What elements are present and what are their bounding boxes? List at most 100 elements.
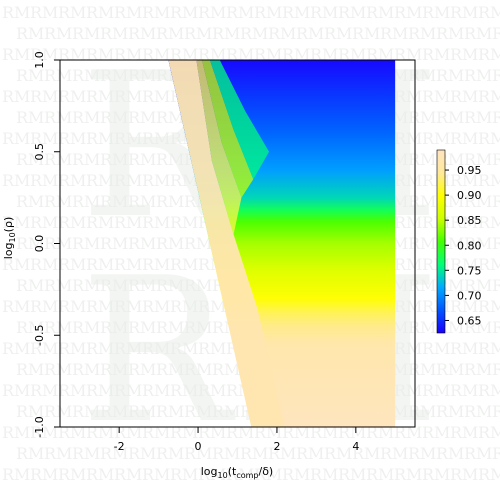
y-axis-label: log10(ρ) xyxy=(2,217,17,260)
watermark-mark: RM xyxy=(198,3,226,22)
colorbar: 0.65 0.70 0.75 0.80 0.85 0.90 0.95 xyxy=(436,149,482,334)
watermark-mark: RM xyxy=(156,24,184,43)
watermark-mark: RM xyxy=(44,66,72,85)
watermark-mark: RM xyxy=(100,24,128,43)
watermark-mark: RM xyxy=(86,45,114,64)
watermark-mark: RM xyxy=(184,318,212,337)
watermark-mark: RM xyxy=(58,297,86,316)
watermark-mark: RM xyxy=(408,444,436,463)
watermark-mark: RM xyxy=(450,3,478,22)
watermark-mark: RM xyxy=(58,129,86,148)
watermark-mark: RM xyxy=(16,318,44,337)
watermark-mark: RM xyxy=(16,150,44,169)
watermark-mark: RM xyxy=(128,150,156,169)
watermark-mark: RM xyxy=(100,66,128,85)
heatmap-transition-1 xyxy=(202,60,254,198)
watermark-mark: RM xyxy=(2,171,30,190)
watermark-mark: RM xyxy=(142,297,170,316)
watermark-mark: RM xyxy=(72,150,100,169)
watermark-mark: RM xyxy=(86,297,114,316)
colorbar-tick-label: 0.70 xyxy=(457,289,482,302)
watermark-mark: RM xyxy=(198,297,226,316)
watermark-mark: RM xyxy=(72,66,100,85)
watermark-mark: RM xyxy=(212,444,240,463)
watermark-mark: RM xyxy=(198,381,226,400)
watermark-mark: RM xyxy=(2,255,30,274)
watermark-mark: RM xyxy=(170,339,198,358)
watermark-mark: RM xyxy=(128,402,156,421)
watermark-mark: RM xyxy=(184,402,212,421)
watermark-mark: RM xyxy=(184,360,212,379)
colorbar-tick-label: 0.75 xyxy=(457,264,482,277)
watermark-mark: RM xyxy=(86,171,114,190)
watermark-mark: RM xyxy=(352,24,380,43)
watermark-mark: RM xyxy=(212,360,240,379)
watermark-mark: RM xyxy=(128,234,156,253)
watermark-mark: RM xyxy=(72,318,100,337)
watermark-mark: RM xyxy=(394,339,422,358)
watermark-mark: RM xyxy=(226,45,254,64)
watermark-mark: RM xyxy=(2,465,30,484)
watermark-mark: RM xyxy=(464,360,492,379)
watermark-mark: RM xyxy=(282,465,310,484)
watermark-mark: RM xyxy=(30,465,58,484)
watermark-mark: RM xyxy=(16,402,44,421)
watermark-mark: RM xyxy=(492,24,500,43)
watermark-mark: RM xyxy=(464,24,492,43)
watermark-mark: RM xyxy=(366,45,394,64)
watermark-mark: RM xyxy=(16,192,44,211)
watermark-mark: RM xyxy=(492,150,500,169)
watermark-mark: RM xyxy=(450,45,478,64)
watermark-mark: RM xyxy=(422,381,450,400)
watermark-mark: RM xyxy=(100,150,128,169)
watermark-mark: RM xyxy=(324,24,352,43)
watermark-mark: RM xyxy=(226,465,254,484)
watermark-mark: RM xyxy=(422,465,450,484)
watermark-mark: RM xyxy=(492,444,500,463)
watermark-mark: RM xyxy=(86,129,114,148)
watermark-mark: RM xyxy=(156,234,184,253)
watermark-mark: RM xyxy=(492,402,500,421)
watermark-mark: RM xyxy=(128,192,156,211)
watermark-mark: RM xyxy=(408,192,436,211)
watermark-mark: RM xyxy=(422,129,450,148)
watermark-mark: RM xyxy=(464,402,492,421)
watermark-mark: RM xyxy=(170,3,198,22)
watermark-mark: RM xyxy=(338,423,366,442)
watermark-mark: RM xyxy=(366,3,394,22)
watermark-mark: RM xyxy=(100,108,128,127)
y-tick-label: 0.0 xyxy=(33,235,46,253)
watermark-mark: RM xyxy=(142,255,170,274)
watermark-mark: RM xyxy=(156,360,184,379)
watermark-mark: RM xyxy=(86,423,114,442)
watermark-mark: RM xyxy=(170,171,198,190)
watermark-mark: RM xyxy=(44,402,72,421)
watermark-mark: RM xyxy=(30,255,58,274)
watermark-mark: RM xyxy=(450,381,478,400)
watermark-mark: RM xyxy=(324,444,352,463)
watermark-mark: RM xyxy=(394,213,422,232)
watermark-mark: RM xyxy=(366,465,394,484)
watermark-mark: RM xyxy=(114,423,142,442)
watermark-mark: RM xyxy=(422,255,450,274)
watermark-mark: RM xyxy=(128,276,156,295)
watermark-mark: RM xyxy=(2,297,30,316)
x-tick-label: 2 xyxy=(273,440,280,453)
watermark-mark: RM xyxy=(2,339,30,358)
watermark-mark: RM xyxy=(58,255,86,274)
watermark-mark: RM xyxy=(478,339,500,358)
watermark-mark: RM xyxy=(128,24,156,43)
watermark-mark: RM xyxy=(114,171,142,190)
watermark-mark: RM xyxy=(86,87,114,106)
watermark-mark: RM xyxy=(464,318,492,337)
watermark-mark: RM xyxy=(394,129,422,148)
watermark-mark: RM xyxy=(310,465,338,484)
watermark-mark: RM xyxy=(254,423,282,442)
watermark-mark: RM xyxy=(44,360,72,379)
watermark-mark: RM xyxy=(44,24,72,43)
x-tick-label: 0 xyxy=(195,440,202,453)
heatmap-transition-0 xyxy=(196,60,242,235)
watermark-mark: RM xyxy=(156,276,184,295)
watermark-mark: RM xyxy=(394,465,422,484)
watermark-mark: RM xyxy=(30,87,58,106)
